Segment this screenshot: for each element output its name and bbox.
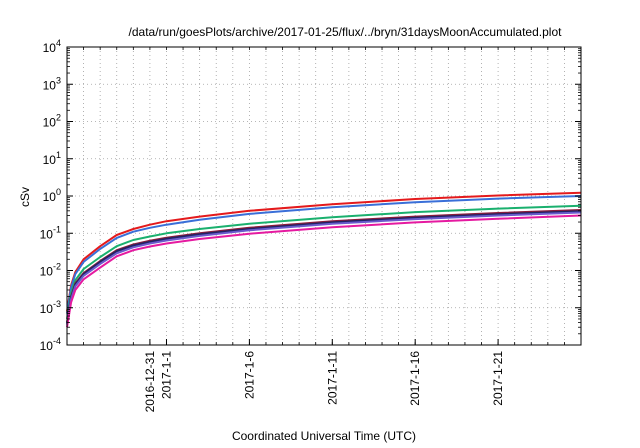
y-tick-label: 102 (43, 113, 61, 130)
y-tick-label: 100 (43, 187, 61, 204)
y-tick-exponent: 1 (56, 150, 61, 160)
y-tick-base: 10 (43, 190, 57, 204)
series-line-3 (66, 204, 582, 320)
y-tick-label: 10-4 (40, 336, 61, 353)
y-tick-base: 10 (43, 153, 57, 167)
y-tick-exponent: -2 (53, 262, 61, 272)
y-tick-base: 10 (40, 265, 54, 279)
series-line-2 (66, 195, 582, 314)
chart-title: /data/run/goesPlots/archive/2017-01-25/f… (129, 25, 563, 39)
y-tick-base: 10 (40, 302, 54, 316)
y-tick-exponent: 3 (56, 75, 61, 85)
x-axis-label: Coordinated Universal Time (UTC) (232, 429, 416, 443)
y-tick-exponent: 4 (56, 38, 61, 48)
y-tick-label: 101 (43, 150, 61, 167)
y-tick-exponent: -3 (53, 299, 61, 309)
y-axis-label: cSv (18, 187, 32, 207)
y-tick-exponent: 0 (56, 187, 61, 197)
x-tick-label: 2017-1-16 (408, 351, 422, 406)
y-tick-label: 104 (43, 38, 61, 55)
grid-lines (67, 47, 581, 345)
y-tick-label: 10-1 (40, 224, 61, 241)
y-tick-base: 10 (40, 227, 54, 241)
x-tick-label: 2017-1-11 (325, 351, 339, 405)
y-tick-exponent: 2 (56, 113, 61, 123)
series-lines (66, 191, 582, 328)
x-tick-label: 2017-1-1 (159, 351, 173, 399)
y-tick-base: 10 (40, 339, 54, 353)
x-tick-label: 2016-12-31 (143, 351, 157, 413)
series-line-6 (66, 211, 582, 325)
y-tick-label: 103 (43, 75, 61, 92)
y-tick-base: 10 (43, 116, 57, 130)
x-axis-ticks: 2016-12-31 2017-1-1 2017-1-6 2017-1-11 2017-… (83, 47, 565, 413)
y-tick-label: 10-2 (40, 262, 61, 279)
series-line-7 (66, 214, 582, 328)
y-tick-base: 10 (43, 78, 57, 92)
x-tick-label: 2017-1-6 (242, 351, 256, 399)
x-tick-label: 2017-1-21 (491, 351, 505, 406)
y-tick-exponent: -4 (53, 336, 61, 346)
series-line-5 (66, 210, 582, 324)
y-tick-base: 10 (43, 41, 57, 55)
series-line-1 (66, 191, 582, 312)
y-tick-exponent: -1 (53, 224, 61, 234)
y-tick-label: 10-3 (40, 299, 61, 316)
